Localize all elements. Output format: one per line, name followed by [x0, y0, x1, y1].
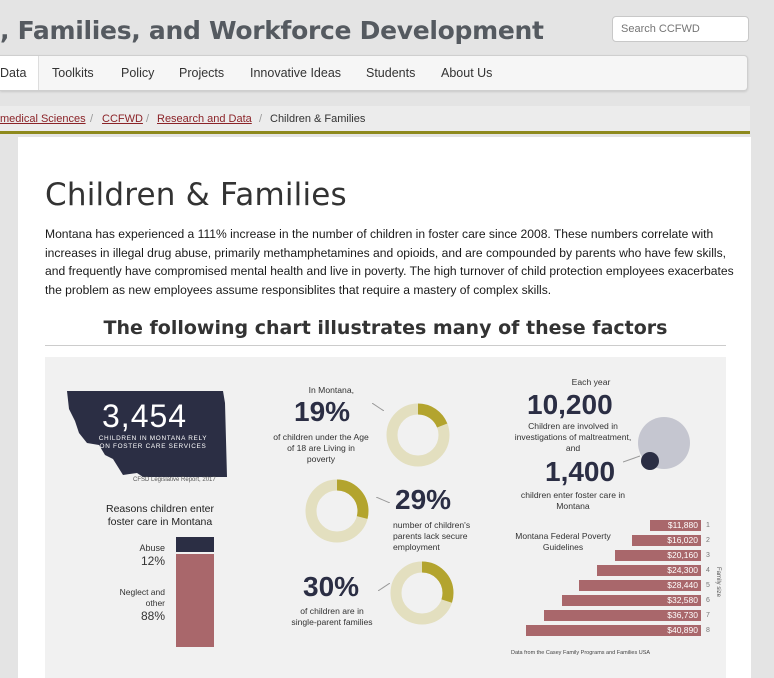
foster-care-source: CFSD Legislative Report, 2017: [133, 477, 216, 483]
single-parent-percent: 30%: [303, 571, 360, 602]
poverty-bar: $20,160: [615, 550, 701, 561]
investigations-lead: Each year: [571, 377, 611, 387]
breadcrumb-current: Children & Families: [270, 113, 366, 125]
breadcrumb-link[interactable]: Research and Data: [157, 113, 252, 125]
investigations-text: Children are involved in investigations …: [514, 421, 632, 453]
poverty-pointer: [372, 403, 384, 411]
montana-map: [67, 391, 227, 477]
poverty-bar: $24,300: [597, 565, 701, 576]
reasons-title: Reasons children enter foster care in Mo…: [106, 503, 214, 528]
family-size-label: Family size: [715, 566, 722, 598]
chart-heading: The following chart illustrates many of …: [45, 317, 726, 346]
family-size-tick: 8: [706, 627, 710, 634]
poverty-bar: $11,880: [650, 520, 701, 531]
poverty-bar: $36,730: [544, 610, 701, 621]
nav-item-students[interactable]: Students: [366, 66, 416, 80]
poverty-percent: 19%: [294, 396, 351, 427]
single-parent-text: of children are in single-parent familie…: [291, 606, 373, 627]
main-nav: Data Toolkits Policy Projects Innovative…: [0, 55, 748, 91]
donut-arc: [305, 479, 369, 543]
poverty-donut: [386, 403, 450, 467]
family-size-tick: 6: [706, 597, 710, 604]
single-parent-pointer: [378, 583, 390, 591]
site-title: , Families, and Workforce Development: [0, 16, 544, 45]
employment-text: number of children's parents lack secure…: [393, 520, 471, 552]
donut-arc: [390, 561, 454, 625]
breadcrumb-link[interactable]: medical Sciences: [0, 113, 86, 125]
poverty-guidelines-chart: $11,880 1 $16,020 2 $20,160 3 $24,300 4 $28,440 5…: [518, 519, 718, 643]
poverty-bar: $28,440: [579, 580, 701, 591]
nav-item-toolkits[interactable]: Toolkits: [52, 66, 94, 80]
breadcrumb-separator: /: [146, 113, 150, 125]
abuse-percent: 12%: [140, 554, 165, 568]
family-size-tick: 5: [706, 582, 710, 589]
employment-donut: [305, 479, 369, 543]
nav-item-data[interactable]: Data: [0, 56, 40, 90]
employment-pointer: [376, 497, 390, 503]
nav-item-innovative-ideas[interactable]: Innovative Ideas: [250, 66, 342, 80]
foster-entries-pointer: [623, 455, 641, 463]
poverty-guidelines-source: Data from the Casey Family Programs and …: [511, 650, 651, 656]
poverty-bar: $40,890: [526, 625, 701, 636]
employment-percent: 29%: [395, 484, 452, 515]
poverty-bar: $16,020: [632, 535, 701, 546]
family-size-tick: 7: [706, 612, 710, 619]
investigations-count: 10,200: [527, 389, 613, 420]
foster-care-count: 3,454: [102, 398, 188, 434]
foster-entries-count: 1,400: [545, 456, 616, 487]
donut-arc: [386, 403, 450, 467]
family-size-tick: 2: [706, 537, 710, 544]
neglect-bar: [176, 554, 214, 647]
intro-paragraph: Montana has experienced a 111% increase …: [45, 227, 734, 297]
single-parent-donut: [390, 561, 454, 625]
poverty-text: of children under the Age of 18 are Livi…: [273, 432, 369, 464]
neglect-label: Neglect and other: [119, 587, 165, 608]
poverty-guidelines-title: Montana Federal Poverty Guidelines: [515, 531, 611, 552]
nav-item-policy[interactable]: Policy: [121, 66, 155, 80]
main-content: Children & Families Montana has experien…: [18, 137, 751, 678]
infographic: 3,454 CHILDREN IN MONTANA RELY ON FOSTER…: [45, 357, 726, 678]
family-size-tick: 4: [706, 567, 710, 574]
nav-item-about-us[interactable]: About Us: [441, 66, 493, 80]
abuse-bar: [176, 537, 214, 552]
page-title: Children & Families: [45, 177, 347, 213]
breadcrumb-separator: /: [259, 113, 263, 125]
breadcrumb-separator: /: [90, 113, 94, 125]
poverty-lead: In Montana,: [308, 385, 354, 395]
nav-item-projects[interactable]: Projects: [179, 66, 225, 80]
neglect-percent: 88%: [140, 609, 165, 623]
foster-entries-circle: [641, 452, 659, 470]
family-size-tick: 3: [706, 552, 710, 559]
foster-entries-text: children enter foster care in Montana: [520, 490, 626, 511]
breadcrumb-link[interactable]: CCFWD: [102, 113, 143, 125]
abuse-label: Abuse: [139, 543, 165, 553]
search-input[interactable]: [612, 16, 749, 42]
family-size-tick: 1: [706, 522, 710, 529]
foster-care-label: CHILDREN IN MONTANA RELY ON FOSTER CARE …: [98, 435, 208, 450]
poverty-bar: $32,580: [562, 595, 701, 606]
breadcrumb: medical Sciences / CCFWD / Research and …: [0, 106, 750, 134]
